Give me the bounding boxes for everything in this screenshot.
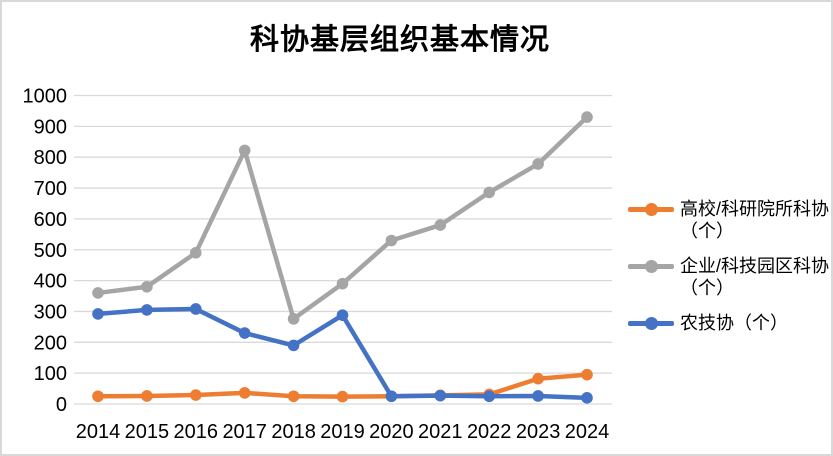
legend-label: 农技协（个） — [680, 313, 788, 333]
data-point-marker[interactable] — [581, 368, 593, 381]
data-point-marker[interactable] — [238, 387, 251, 399]
line-marker-icon — [628, 312, 674, 334]
data-point-marker[interactable] — [483, 390, 496, 403]
legend-label: 企业/科技园区科协（个） — [680, 256, 830, 298]
data-point-marker[interactable] — [190, 389, 202, 401]
data-point-marker[interactable] — [141, 304, 153, 316]
legend-item-agritech[interactable]: 农技协（个） — [628, 312, 831, 334]
data-point-marker[interactable] — [141, 280, 153, 293]
y-axis-tick-label: 400 — [34, 271, 67, 293]
data-point-marker[interactable] — [287, 339, 300, 352]
data-point-marker[interactable] — [581, 111, 593, 123]
line-marker-icon — [628, 255, 674, 277]
data-point-marker[interactable] — [92, 287, 104, 299]
x-axis-tick-label: 2021 — [418, 421, 463, 443]
data-point-marker[interactable] — [434, 219, 447, 231]
data-point-marker[interactable] — [532, 390, 544, 402]
data-point-marker[interactable] — [336, 390, 349, 403]
data-point-marker[interactable] — [238, 144, 251, 157]
data-point-marker[interactable] — [581, 392, 593, 404]
data-point-marker[interactable] — [92, 390, 104, 403]
data-point-marker[interactable] — [336, 309, 349, 321]
y-axis-tick-label: 500 — [34, 240, 67, 262]
data-point-marker[interactable] — [287, 390, 300, 403]
x-axis-tick-label: 2023 — [516, 421, 561, 443]
x-axis-tick-label: 2016 — [174, 421, 219, 443]
legend-label: 高校/科研院所科协（个） — [680, 199, 830, 241]
data-point-marker[interactable] — [92, 308, 104, 320]
data-point-marker[interactable] — [238, 327, 251, 339]
x-axis-tick-label: 2015 — [125, 421, 170, 443]
legend-dot-swatch — [645, 260, 658, 273]
legend-item-enterprises[interactable]: 企业/科技园区科协（个） — [628, 255, 831, 299]
legend-item-universities[interactable]: 高校/科研院所科协（个） — [628, 198, 831, 242]
x-axis-tick-label: 2018 — [271, 421, 316, 443]
data-point-marker[interactable] — [385, 234, 398, 247]
y-axis-tick-label: 300 — [34, 301, 67, 323]
y-axis-tick-label: 100 — [34, 363, 67, 385]
x-axis-tick-label: 2019 — [320, 421, 365, 443]
x-axis-tick-label: 2017 — [222, 421, 267, 443]
data-point-marker[interactable] — [190, 303, 202, 315]
legend-dot-swatch — [645, 203, 658, 216]
x-axis-tick-label: 2020 — [369, 421, 414, 443]
y-axis-tick-label: 1000 — [23, 86, 68, 108]
y-axis-tick-label: 800 — [34, 147, 67, 169]
chart-title[interactable]: 科协基层组织基本情况 — [249, 24, 550, 56]
data-point-marker[interactable] — [141, 390, 153, 402]
data-point-marker[interactable] — [434, 389, 447, 402]
x-axis-tick-label: 2014 — [76, 421, 121, 443]
legend-dot-swatch — [645, 317, 658, 330]
data-point-marker[interactable] — [287, 313, 300, 325]
x-axis-tick-label: 2022 — [467, 421, 512, 443]
y-axis-tick-label: 0 — [56, 394, 67, 416]
y-axis-tick-label: 900 — [34, 116, 67, 138]
y-axis-tick-label: 600 — [34, 209, 67, 231]
y-axis-tick-label: 200 — [34, 332, 67, 354]
line-marker-icon — [628, 198, 674, 220]
data-point-marker[interactable] — [532, 372, 544, 385]
data-point-marker[interactable] — [385, 390, 398, 403]
legend: 高校/科研院所科协（个） 企业/科技园区科协（个） 农技协（个） — [628, 198, 831, 334]
data-point-marker[interactable] — [336, 277, 349, 290]
data-point-marker[interactable] — [483, 186, 496, 199]
data-point-marker[interactable] — [532, 158, 544, 170]
data-point-marker[interactable] — [190, 247, 202, 259]
x-axis-tick-label: 2024 — [565, 421, 610, 443]
y-axis-tick-label: 700 — [34, 178, 67, 200]
